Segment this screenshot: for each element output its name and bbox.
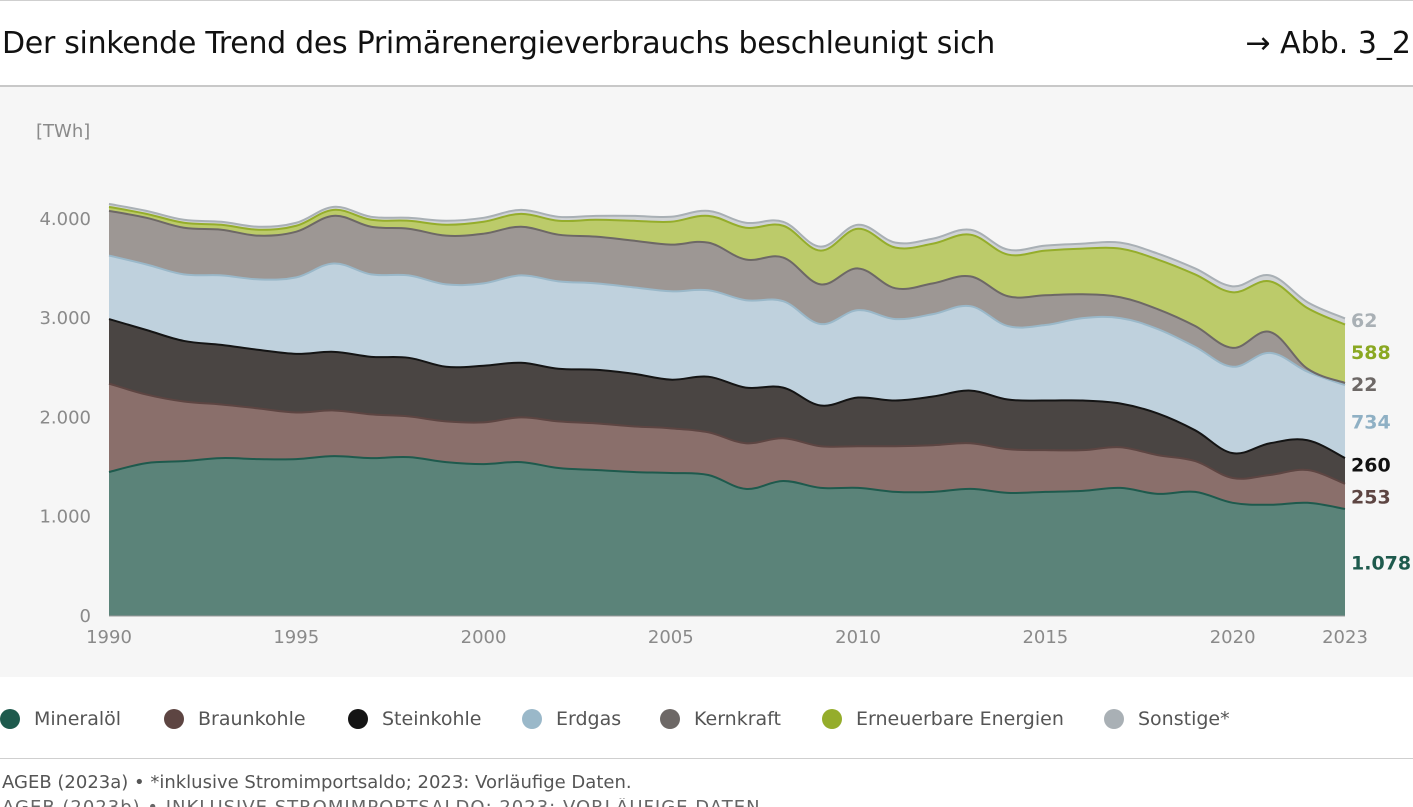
x-tick-label: 2005	[648, 627, 694, 648]
legend-item-mineraloel: Mineralöl	[0, 704, 121, 734]
legend-swatch	[1104, 709, 1124, 729]
figure-header: Der sinkende Trend des Primärenergieverb…	[0, 22, 1413, 66]
y-tick-label: 0	[80, 606, 91, 627]
footer-rule	[0, 758, 1413, 759]
area-erdgas	[109, 255, 1345, 459]
x-tick-label: 2015	[1022, 627, 1068, 648]
end-value-label-steinkohle: 260	[1351, 454, 1391, 476]
legend-item-steinkohle: Steinkohle	[348, 704, 481, 734]
series-line-erneuerbare-energien	[108, 205, 1346, 326]
stacked-area-chart: 0 1.000 2.000 3.000 4.000 [TWh] 1990 1995 2000 20…	[36, 121, 1411, 648]
legend-label: Braunkohle	[198, 708, 306, 730]
series-line-kernkraft	[108, 209, 1346, 384]
x-tick-label: 2000	[461, 627, 507, 648]
chart-title: Der sinkende Trend des Primärenergieverb…	[2, 26, 996, 61]
series-line-erdgas	[108, 254, 1346, 387]
area-erneuerbare-energien	[109, 206, 1345, 383]
y-tick-label: 1.000	[39, 507, 91, 528]
legend-label: Mineralöl	[34, 708, 122, 730]
legend-swatch	[522, 709, 542, 729]
y-tick-label: 3.000	[39, 308, 91, 329]
end-value-label-mineraloel: 1.078	[1351, 552, 1411, 574]
legend-label: Sonstige*	[1138, 708, 1230, 730]
top-rule	[0, 0, 1413, 1]
legend-swatch	[0, 709, 20, 729]
series-line-braunkohle	[108, 382, 1346, 485]
legend-swatch	[164, 709, 184, 729]
end-value-label-braunkohle: 253	[1351, 486, 1391, 508]
legend-item-sonstige: Sonstige*	[1104, 704, 1230, 734]
legend-item-kernkraft: Kernkraft	[660, 704, 781, 734]
legend-swatch	[822, 709, 842, 729]
legend-swatch	[660, 709, 680, 729]
series-line-steinkohle	[108, 318, 1346, 459]
legend-label: Erdgas	[556, 708, 622, 730]
x-tick-label: 1995	[273, 627, 319, 648]
y-tick-label: 2.000	[39, 407, 91, 428]
header-rule	[0, 85, 1413, 87]
end-value-label-kernkraft: 22	[1351, 374, 1377, 396]
figure-reference-link[interactable]: → Abb. 3_2	[1245, 26, 1411, 61]
legend-item-erdgas: Erdgas	[522, 704, 621, 734]
x-tick-label: 2023	[1322, 627, 1368, 648]
area-mineraloel	[109, 456, 1345, 616]
y-tick-label: 4.000	[39, 209, 91, 230]
legend-item-braunkohle: Braunkohle	[164, 704, 306, 734]
legend-label: Steinkohle	[382, 708, 482, 730]
source-note: AGEB (2023a) • *inklusive Stromimportsal…	[2, 772, 632, 793]
y-axis-unit-label: [TWh]	[36, 121, 90, 142]
end-value-label-erdgas: 734	[1351, 412, 1391, 434]
area-kernkraft	[109, 210, 1345, 386]
chart-legend: Mineralöl Braunkohle Steinkohle Erdgas Kernk…	[0, 704, 1413, 734]
source-note-cut-line: AGEB (2023b) • INKLUSIVE STROMIMPORTSALD…	[2, 798, 767, 807]
end-value-label-erneuerbare-energien: 588	[1351, 342, 1391, 364]
area-layers	[108, 202, 1346, 616]
area-braunkohle	[109, 383, 1345, 509]
legend-item-erneuerbare-energien: Erneuerbare Energien	[822, 704, 1064, 734]
series-line-sonstige	[108, 202, 1346, 320]
legend-label: Kernkraft	[694, 708, 781, 730]
legend-swatch	[348, 709, 368, 729]
x-tick-label: 2020	[1210, 627, 1256, 648]
series-line-mineraloel	[108, 455, 1346, 510]
x-tick-label: 2010	[835, 627, 881, 648]
legend-label: Erneuerbare Energien	[856, 708, 1064, 730]
x-tick-label: 1990	[86, 627, 132, 648]
end-value-label-sonstige: 62	[1351, 310, 1377, 332]
